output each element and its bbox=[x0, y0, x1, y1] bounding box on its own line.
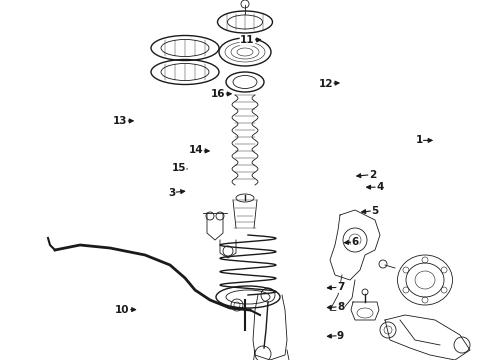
Text: 1: 1 bbox=[416, 135, 422, 145]
Text: 5: 5 bbox=[371, 206, 378, 216]
Text: 12: 12 bbox=[318, 78, 333, 89]
Text: 11: 11 bbox=[240, 35, 255, 45]
Text: 13: 13 bbox=[113, 116, 127, 126]
Text: 9: 9 bbox=[337, 330, 344, 341]
Text: 15: 15 bbox=[172, 163, 186, 174]
Text: 8: 8 bbox=[337, 302, 344, 312]
Text: 3: 3 bbox=[168, 188, 175, 198]
Text: 4: 4 bbox=[376, 182, 384, 192]
Text: 14: 14 bbox=[189, 145, 203, 156]
Text: 6: 6 bbox=[352, 237, 359, 247]
Text: 16: 16 bbox=[211, 89, 225, 99]
Text: 10: 10 bbox=[115, 305, 130, 315]
Text: 2: 2 bbox=[369, 170, 376, 180]
Text: 7: 7 bbox=[337, 282, 344, 292]
